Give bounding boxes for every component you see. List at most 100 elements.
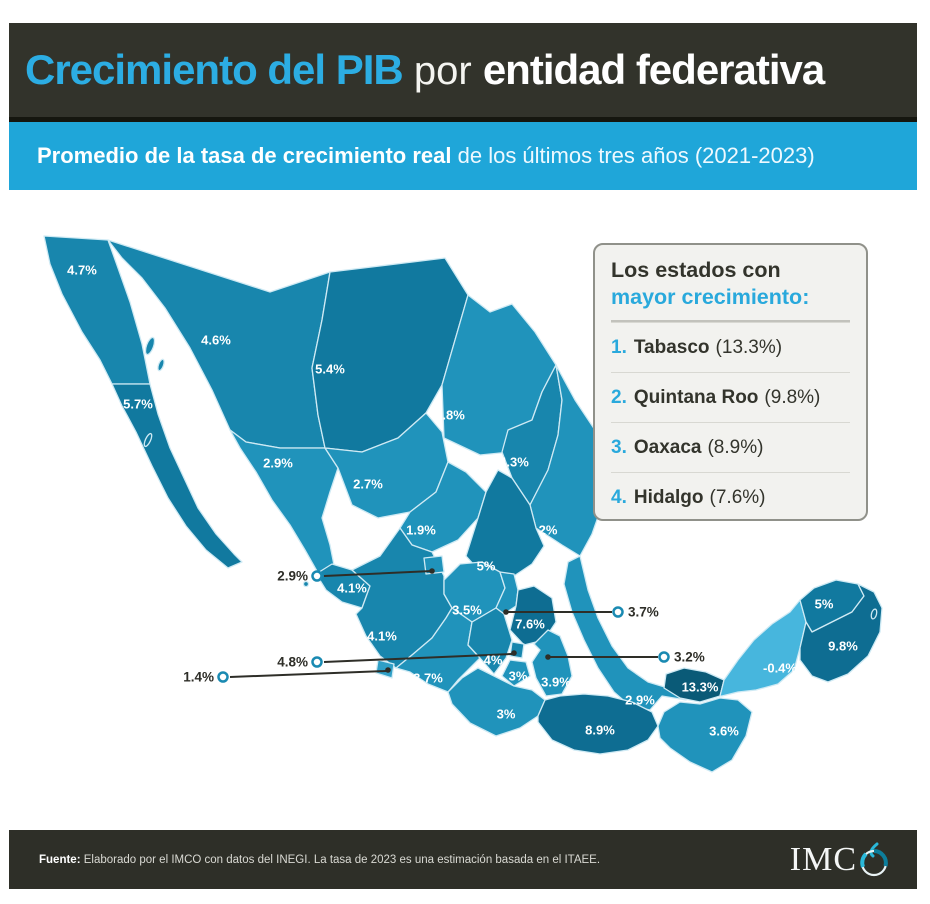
- state-label-nayarit: 4.1%: [337, 581, 367, 596]
- state-label-tabasco: 13.3%: [682, 680, 719, 695]
- imco-logo-swirl-icon: [860, 842, 888, 876]
- callout-tlaxcala: 3.2%: [545, 650, 705, 665]
- callout-label-tlaxcala: 3.2%: [674, 650, 705, 665]
- state-label-morelos: 3%: [509, 669, 528, 684]
- state-quintana-roo: [799, 583, 883, 683]
- state-label-oaxaca: 8.9%: [585, 723, 615, 738]
- island-gulf-1: [144, 336, 156, 356]
- list-item: 2. Quintana Roo (9.8%): [611, 372, 850, 422]
- callout-ring-icon: [311, 656, 323, 668]
- callout-cdmx: 4.8%: [277, 650, 517, 670]
- state-value: (7.6%): [709, 486, 766, 508]
- callout-ring-icon: [311, 570, 323, 582]
- island-gulf-3: [143, 432, 153, 448]
- state-michoacan: [395, 607, 481, 693]
- callout-target-dot: [511, 650, 517, 656]
- callout-line: [323, 570, 433, 577]
- state-label-nuevo-leon: 4.3%: [499, 455, 529, 470]
- callout-label-aguascalientes: 2.9%: [277, 569, 308, 584]
- list-item: 3. Oaxaca (8.9%): [611, 422, 850, 472]
- callout-label-cdmx: 4.8%: [277, 655, 308, 670]
- state-san-luis-potosi: [465, 469, 545, 581]
- state-label-baja-california-sur: 5.7%: [123, 397, 153, 412]
- island-gulf-2: [157, 358, 165, 372]
- source-text: Elaborado por el IMCO con datos del INEG…: [80, 853, 601, 866]
- source-label: Fuente:: [39, 853, 81, 866]
- state-oaxaca: [537, 693, 659, 755]
- state-name: Oaxaca: [633, 436, 702, 458]
- state-label-san-luis-potosi: 5%: [477, 559, 496, 574]
- state-label-puebla: 3.9%: [541, 675, 571, 690]
- callout-label-colima: 1.4%: [183, 670, 214, 685]
- state-label-sinaloa: 2.9%: [263, 456, 293, 471]
- state-value: (8.9%): [707, 436, 764, 458]
- state-queretaro: [495, 571, 519, 615]
- state-name: Quintana Roo: [633, 386, 759, 408]
- state-label-guanajuato: 3.5%: [452, 603, 482, 618]
- state-label-guerrero: 3%: [497, 707, 516, 722]
- list-item: 4. Hidalgo (7.6%): [611, 472, 850, 522]
- state-label-veracruz: 2.9%: [625, 693, 655, 708]
- list-item: 1. Tabasco (13.3%): [611, 322, 850, 372]
- state-label-hidalgo: 7.6%: [515, 617, 545, 632]
- state-label-quintana-roo: 9.8%: [828, 639, 858, 654]
- rank-number: 4.: [611, 486, 627, 508]
- state-guerrero: [447, 667, 546, 737]
- callout-queretaro: 3.7%: [503, 605, 659, 620]
- footer-bar: Fuente: Elaborado por el IMCO con datos …: [9, 830, 917, 889]
- state-cdmx: [509, 641, 525, 659]
- state-morelos: [501, 659, 531, 687]
- title-highlight: Crecimiento del PIB: [25, 46, 404, 93]
- state-colima: [375, 659, 395, 679]
- state-label-yucatan: 5%: [815, 597, 834, 612]
- state-label-tamaulipas: 2%: [539, 523, 558, 538]
- state-baja-california-sur: [111, 383, 243, 569]
- rank-number: 2.: [611, 386, 627, 408]
- callout-target-dot: [429, 568, 435, 574]
- top-growth-panel: Los estados con mayor crecimiento: 1. Ta…: [593, 243, 868, 521]
- state-label-sonora: 4.6%: [201, 333, 231, 348]
- island-cozumel: [870, 608, 878, 620]
- state-chiapas: [657, 697, 753, 773]
- callout-ring-icon: [612, 606, 624, 618]
- callout-aguascalientes: 2.9%: [277, 568, 435, 584]
- header-bar: Crecimiento del PIB por entidad federati…: [9, 23, 917, 117]
- subtitle-bar: Promedio de la tasa de crecimiento real …: [9, 122, 917, 190]
- state-label-campeche: -0.4%: [763, 661, 797, 676]
- callout-line: [323, 653, 513, 663]
- callout-label-queretaro: 3.7%: [628, 605, 659, 620]
- state-name: Tabasco: [633, 336, 710, 358]
- page-title: Crecimiento del PIB por entidad federati…: [25, 46, 825, 94]
- state-label-coahuila: 2.8%: [435, 408, 465, 423]
- state-mexico: [467, 607, 513, 675]
- state-label-zacatecas: 1.9%: [406, 523, 436, 538]
- source-note: Fuente: Elaborado por el IMCO con datos …: [39, 854, 600, 866]
- callout-target-dot: [385, 667, 391, 673]
- state-label-durango: 2.7%: [353, 477, 383, 492]
- state-label-chiapas: 3.6%: [709, 724, 739, 739]
- callout-ring-icon: [217, 671, 229, 683]
- callout-colima: 1.4%: [183, 667, 391, 685]
- state-label-jalisco: 4.1%: [367, 629, 397, 644]
- subtitle-rest: de los últimos tres años (2021-2023): [451, 143, 815, 168]
- panel-title-line2: mayor crecimiento:: [611, 285, 810, 309]
- callout-ring-icon: [658, 651, 670, 663]
- callout-target-dot: [545, 654, 551, 660]
- imco-logo-text: IMC: [789, 840, 857, 878]
- state-label-michoacan: 3.7%: [413, 671, 443, 686]
- subtitle-text: Promedio de la tasa de crecimiento real …: [37, 143, 815, 169]
- rank-number: 1.: [611, 336, 627, 358]
- state-aguascalientes: [423, 555, 445, 575]
- state-label-chihuahua: 5.4%: [315, 362, 345, 377]
- state-value: (9.8%): [764, 386, 821, 408]
- header-divider: [9, 117, 917, 122]
- state-value: (13.3%): [715, 336, 783, 358]
- state-name: Hidalgo: [633, 486, 704, 508]
- imco-logo: IMC: [790, 841, 893, 879]
- state-puebla: [531, 629, 573, 697]
- state-sinaloa: [229, 429, 339, 574]
- state-label-mexico: 4%: [484, 653, 503, 668]
- island-nayarit: [302, 580, 310, 588]
